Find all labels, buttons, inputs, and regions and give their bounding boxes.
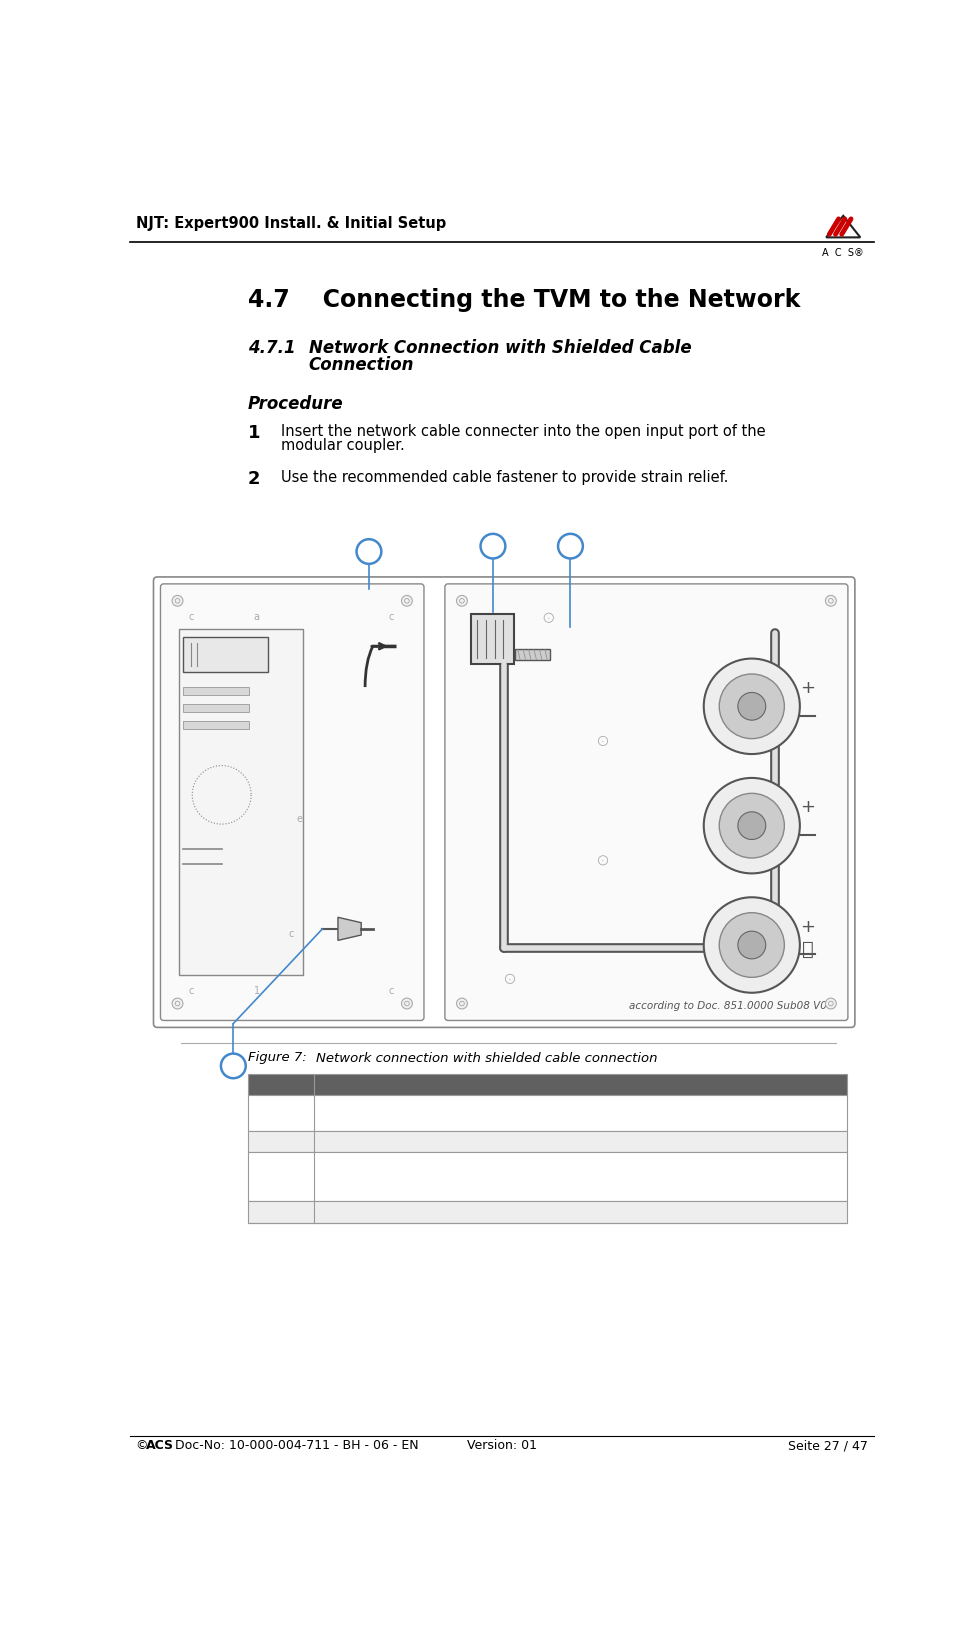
Bar — [248, 1152, 847, 1201]
Text: according to Doc. 851.0000 Sub08 V00: according to Doc. 851.0000 Sub08 V00 — [629, 1000, 833, 1010]
Text: e: e — [296, 813, 302, 823]
Text: 4: 4 — [254, 1206, 264, 1221]
Text: 1: 1 — [248, 425, 261, 441]
Circle shape — [704, 779, 800, 874]
Text: To MODEM – dial up: To MODEM – dial up — [320, 1134, 464, 1149]
Text: Procedure: Procedure — [248, 395, 344, 413]
Text: Before fastening remove isolating material down to shield: Before fastening remove isolating materi… — [320, 1183, 746, 1200]
FancyBboxPatch shape — [154, 577, 855, 1028]
Circle shape — [457, 998, 467, 1010]
Text: ↓: ↓ — [485, 626, 499, 644]
Circle shape — [825, 597, 836, 606]
Text: Pos.: Pos. — [254, 1077, 290, 1092]
Circle shape — [172, 998, 183, 1010]
Circle shape — [719, 793, 784, 859]
Text: (e.g. 918.0547 for shielded diameter 5mm): (e.g. 918.0547 for shielded diameter 5mm… — [320, 1170, 638, 1185]
Text: Version: 01: Version: 01 — [467, 1439, 537, 1452]
Bar — [179, 629, 303, 975]
Text: Shielded cable fixed with EMC-approved fastening-element: Shielded cable fixed with EMC-approved f… — [320, 1155, 754, 1172]
Text: Cable-signal: solid conductor or flex cord: Cable-signal: solid conductor or flex co… — [320, 1206, 620, 1221]
Text: +: + — [800, 918, 815, 936]
Text: Figure 7:: Figure 7: — [248, 1051, 307, 1064]
Circle shape — [558, 534, 583, 559]
Text: 4.7.1: 4.7.1 — [248, 339, 296, 357]
Circle shape — [719, 913, 784, 978]
Circle shape — [402, 998, 413, 1010]
Text: NJT: Expert900 Install. & Initial Setup: NJT: Expert900 Install. & Initial Setup — [136, 216, 447, 231]
Text: A  C  S®: A C S® — [822, 247, 864, 257]
Circle shape — [402, 597, 413, 606]
Bar — [183, 705, 249, 713]
Circle shape — [704, 659, 800, 754]
Polygon shape — [338, 918, 362, 941]
Text: ·: · — [547, 613, 551, 623]
Circle shape — [480, 534, 506, 559]
Circle shape — [220, 1054, 246, 1078]
Text: 1: 1 — [254, 1100, 264, 1115]
Text: c: c — [289, 928, 294, 938]
Text: 2: 2 — [364, 544, 374, 559]
Text: ·: · — [509, 974, 512, 985]
Bar — [515, 649, 551, 661]
Text: ·: · — [601, 856, 605, 865]
Bar — [248, 1095, 847, 1131]
Text: ACS: ACS — [146, 1439, 173, 1452]
Text: Connector including wiring with max. AWG 26-14: Connector including wiring with max. AWG… — [320, 1100, 681, 1115]
Bar — [248, 1131, 847, 1152]
Bar — [471, 615, 514, 664]
Circle shape — [825, 998, 836, 1010]
Text: 4: 4 — [565, 539, 576, 554]
Text: Connection: Connection — [309, 356, 414, 374]
Text: 2: 2 — [248, 470, 261, 488]
Text: Use the recommended cable fastener to provide strain relief.: Use the recommended cable fastener to pr… — [281, 470, 729, 485]
Circle shape — [457, 597, 467, 606]
Text: c: c — [389, 985, 394, 997]
Bar — [183, 638, 269, 672]
Text: 1: 1 — [228, 1059, 238, 1074]
Text: modular coupler.: modular coupler. — [281, 438, 405, 452]
Text: 2: 2 — [254, 1134, 264, 1149]
Text: 3: 3 — [254, 1155, 264, 1172]
Text: a: a — [254, 611, 260, 621]
Text: Description: Description — [320, 1077, 418, 1092]
Circle shape — [738, 693, 765, 721]
Text: +: + — [800, 679, 815, 697]
Text: Network connection with shielded cable connection: Network connection with shielded cable c… — [317, 1051, 658, 1064]
FancyBboxPatch shape — [445, 585, 848, 1021]
Text: ·: · — [601, 736, 605, 746]
Text: ©: © — [136, 1439, 153, 1452]
Circle shape — [357, 539, 381, 564]
FancyBboxPatch shape — [161, 585, 424, 1021]
Text: ⏚: ⏚ — [802, 939, 813, 959]
Circle shape — [704, 898, 800, 993]
Text: Doc-No: 10-000-004-711 - BH - 06 - EN: Doc-No: 10-000-004-711 - BH - 06 - EN — [167, 1439, 418, 1452]
Text: +: + — [800, 798, 815, 816]
Bar — [248, 1074, 847, 1095]
Text: 4.7    Connecting the TVM to the Network: 4.7 Connecting the TVM to the Network — [248, 287, 801, 311]
Circle shape — [738, 931, 765, 959]
Text: 3: 3 — [488, 539, 498, 554]
Text: Seite 27 / 47: Seite 27 / 47 — [788, 1439, 868, 1452]
Text: c: c — [188, 611, 193, 621]
Text: c: c — [188, 985, 193, 997]
Text: Insert the network cable connecter into the open input port of the: Insert the network cable connecter into … — [281, 425, 766, 439]
Text: c: c — [389, 611, 394, 621]
Circle shape — [172, 597, 183, 606]
Circle shape — [719, 675, 784, 739]
Text: Network Connection with Shielded Cable: Network Connection with Shielded Cable — [309, 339, 691, 357]
Bar — [248, 1201, 847, 1223]
Bar — [183, 688, 249, 695]
Circle shape — [738, 813, 765, 841]
Text: (e.g. WAGO CageClamp Part No 231-306/026-000: (e.g. WAGO CageClamp Part No 231-306/026… — [320, 1113, 684, 1128]
Bar — [183, 721, 249, 729]
Text: 1: 1 — [254, 985, 260, 997]
